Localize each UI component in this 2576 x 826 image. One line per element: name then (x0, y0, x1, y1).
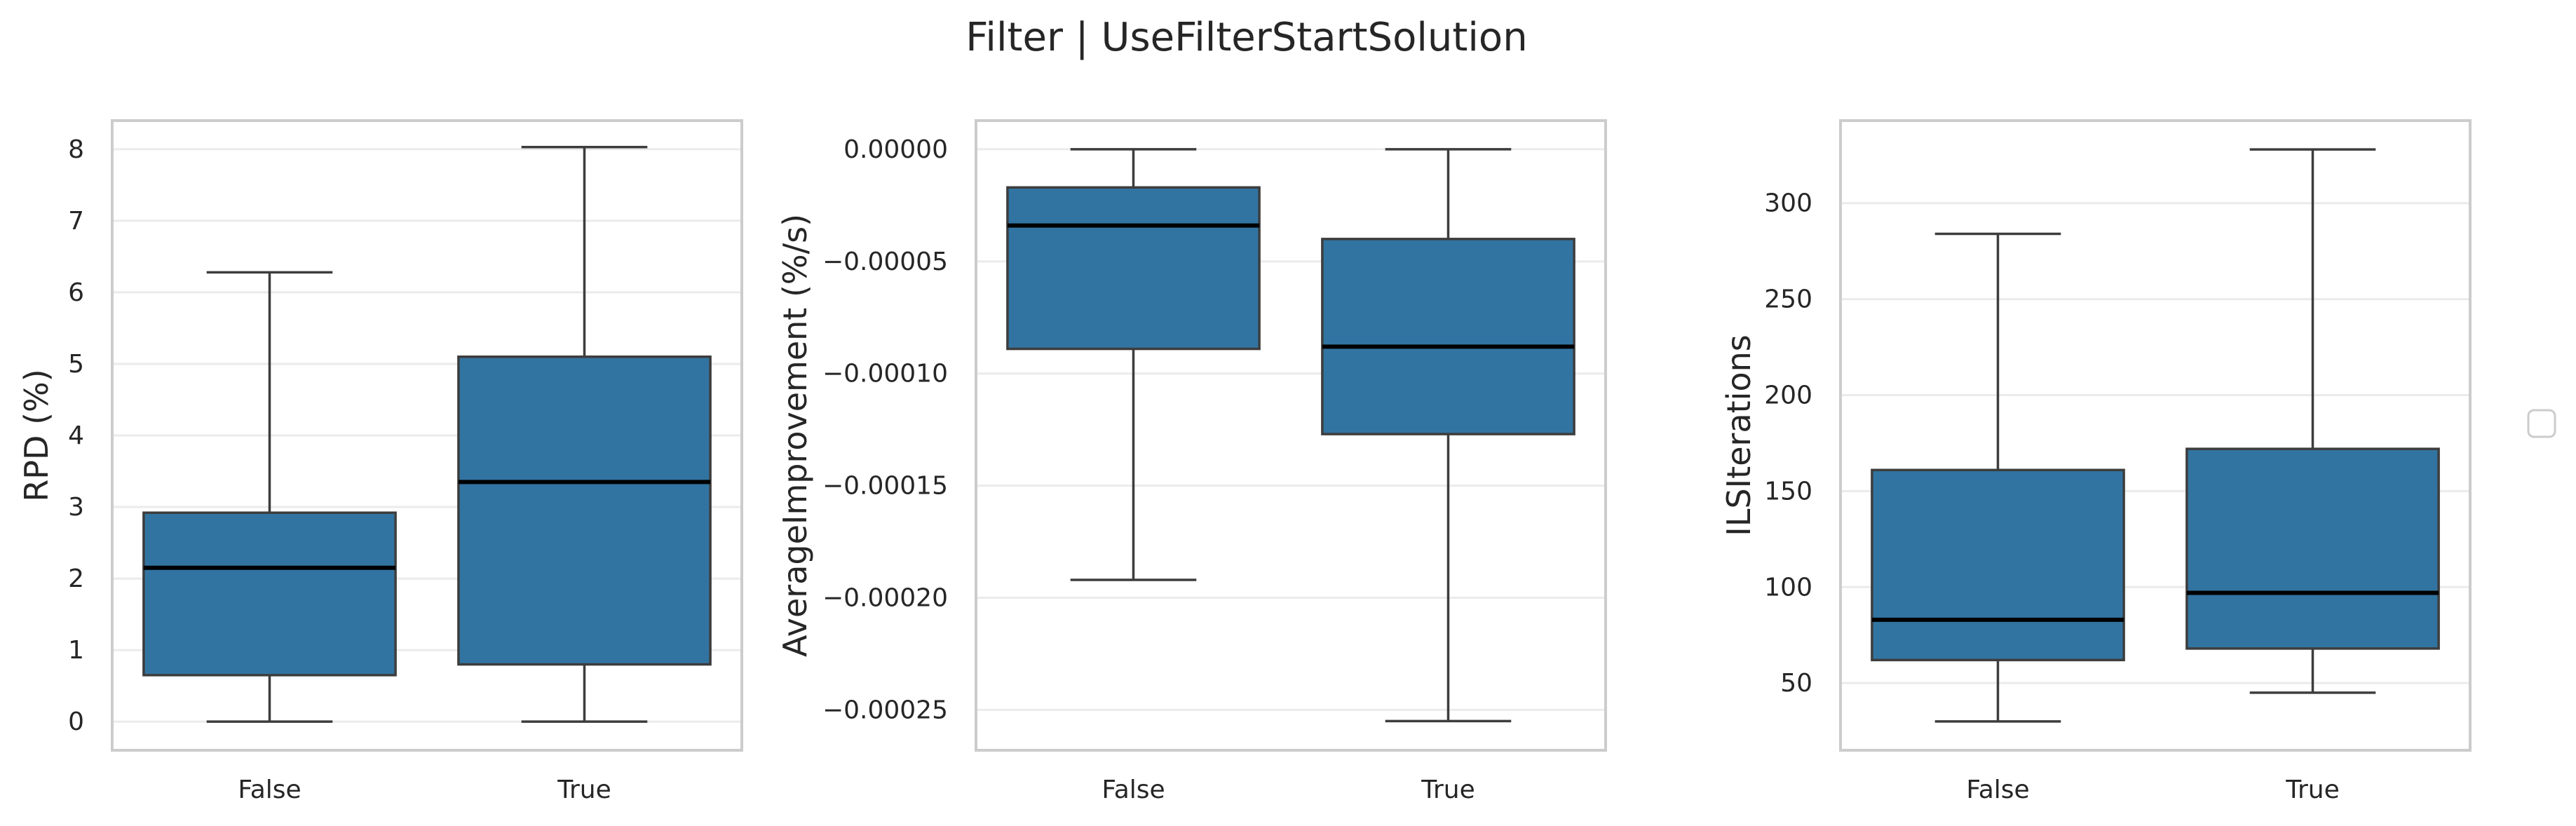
iqr-box (1006, 186, 1261, 351)
box-false (1871, 232, 2125, 723)
y-tick-label: −0.00005 (822, 248, 948, 276)
iqr-box (1321, 238, 1575, 435)
y-axis-label: AverageImprovement (%/s) (776, 214, 814, 657)
plot-frame (1839, 119, 2472, 752)
subplots: 0 1 2 3 4 5 6 7 8 False True RPD (%) 0.00000 −0.00005… (18, 119, 2472, 804)
x-tick-label: False (1966, 776, 2029, 804)
y-tick-label: −0.00025 (822, 696, 948, 724)
figure-title: Filter | UseFilterStartSolution (965, 15, 1527, 60)
y-tick-label: 100 (1764, 573, 1812, 602)
x-tick-label: False (1101, 776, 1165, 804)
box-true (1321, 148, 1575, 723)
y-axis-label: RPD (%) (18, 369, 55, 501)
y-tick-label: 6 (68, 278, 84, 307)
y-tick-label: 3 (68, 493, 84, 522)
y-tick-label: 1 (68, 636, 84, 665)
y-tick-label: 250 (1764, 285, 1812, 314)
x-tick-label: True (2285, 776, 2339, 804)
y-tick-label: −0.00010 (822, 360, 948, 388)
iqr-box (2185, 447, 2440, 650)
y-tick-label: 4 (68, 421, 84, 450)
x-tick-label: False (238, 776, 301, 804)
plot-frame (111, 119, 743, 752)
legend-box (2527, 409, 2556, 438)
y-tick-label: 8 (68, 135, 84, 164)
y-tick-label: 5 (68, 350, 84, 379)
y-tick-label: −0.00015 (822, 472, 948, 501)
subplot-2: 0.00000 −0.00005 −0.00010 −0.00015 −0.00020 −… (776, 119, 1607, 804)
box-false (1006, 148, 1261, 581)
plot-frame (975, 119, 1607, 752)
box-false (142, 271, 397, 723)
box-true (2185, 148, 2440, 694)
x-tick-label: True (557, 776, 611, 804)
iqr-box (457, 356, 712, 666)
y-tick-label: 50 (1780, 669, 1812, 698)
subplot-1: 0 1 2 3 4 5 6 7 8 False True RPD (%) (18, 119, 743, 804)
subplot-3: 50 100 150 200 250 300 False True ILSIterations (1720, 119, 2472, 804)
y-tick-label: 300 (1764, 189, 1812, 218)
iqr-box (142, 511, 397, 677)
y-tick-label: 150 (1764, 477, 1812, 506)
y-tick-label: 7 (68, 207, 84, 236)
y-tick-label: 0.00000 (843, 135, 948, 164)
y-tick-label: −0.00020 (822, 584, 948, 613)
x-tick-label: True (1421, 776, 1475, 804)
y-tick-label: 200 (1764, 381, 1812, 410)
iqr-box (1871, 468, 2125, 662)
y-axis-label: ILSIterations (1720, 334, 1758, 536)
y-tick-label: 2 (68, 564, 84, 593)
y-tick-label: 0 (68, 707, 84, 736)
box-true (457, 146, 712, 723)
